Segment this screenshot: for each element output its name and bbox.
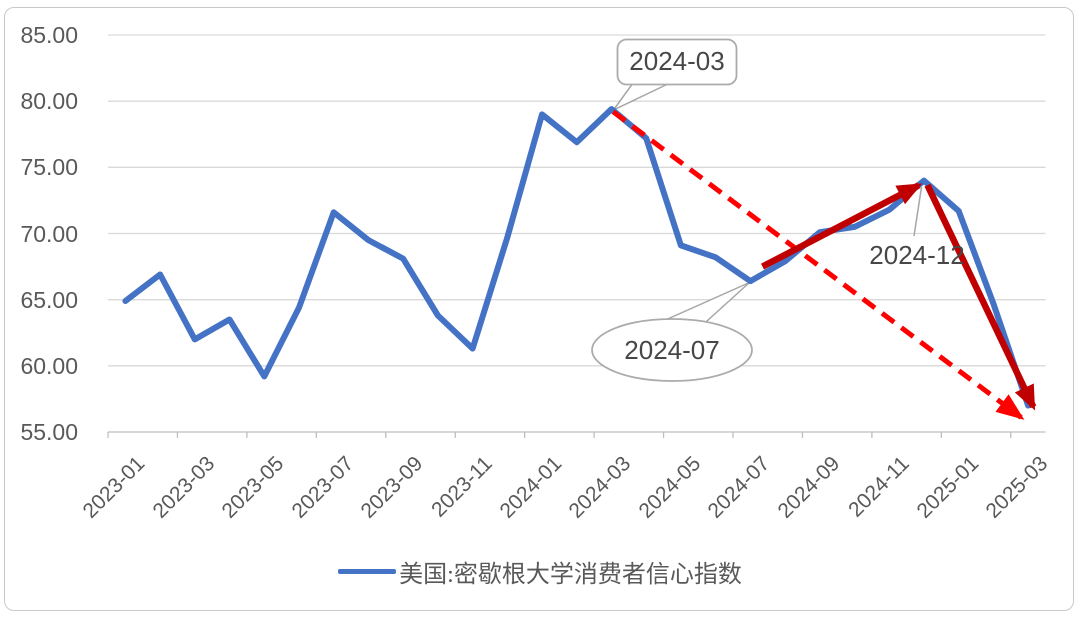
x-tick-label: 2023-03 [148, 452, 220, 523]
callout-2024-03-box [616, 38, 738, 86]
legend: 美国:密歇根大学消费者信心指数 [0, 554, 1080, 589]
legend-line-marker [338, 569, 397, 574]
y-tick-label: 85.00 [20, 22, 78, 48]
x-tick-label: 2023-01 [78, 452, 150, 523]
x-tick-label: 2023-07 [287, 452, 358, 523]
x-tick-label: 2025-03 [981, 452, 1053, 523]
x-tick-label: 2025-01 [912, 452, 983, 523]
x-tick-label: 2024-01 [495, 452, 567, 523]
x-tick-label: 2024-11 [843, 452, 914, 522]
rebound-solid-arrow [761, 182, 923, 270]
downtrend-dashed-arrow [611, 109, 1025, 420]
y-tick-label: 70.00 [20, 220, 78, 247]
x-tick-label: 2023-05 [217, 452, 289, 523]
x-tick-label: 2023-11 [427, 452, 497, 522]
y-tick-label: 80.00 [20, 88, 78, 115]
arrow-layer [611, 109, 1037, 420]
grid-layer [107, 34, 1046, 438]
x-tick-label: 2024-03 [564, 452, 636, 523]
callout-2024-07-oval [591, 318, 753, 382]
callout-2024-03-label: 2024-03 [629, 46, 725, 76]
callout-layer [591, 38, 923, 382]
x-tick-label: 2023-09 [356, 452, 428, 523]
y-tick-label: 75.00 [20, 154, 78, 181]
y-tick-label: 65.00 [20, 286, 78, 313]
plunge-solid-arrow [924, 183, 1037, 411]
y-tick-label: 60.00 [20, 352, 78, 379]
x-tick-label: 2024-05 [634, 452, 706, 523]
x-tick-label: 2024-09 [773, 452, 845, 523]
x-tick-label: 2024-07 [703, 452, 775, 523]
legend-series-label: 美国:密歇根大学消费者信心指数 [399, 562, 742, 588]
y-tick-label: 55.00 [20, 419, 78, 445]
label-2024-12: 2024-12 [869, 240, 965, 270]
series-line [122, 106, 1032, 409]
callout-2024-07-label: 2024-07 [624, 335, 720, 365]
series-layer [122, 106, 1032, 409]
